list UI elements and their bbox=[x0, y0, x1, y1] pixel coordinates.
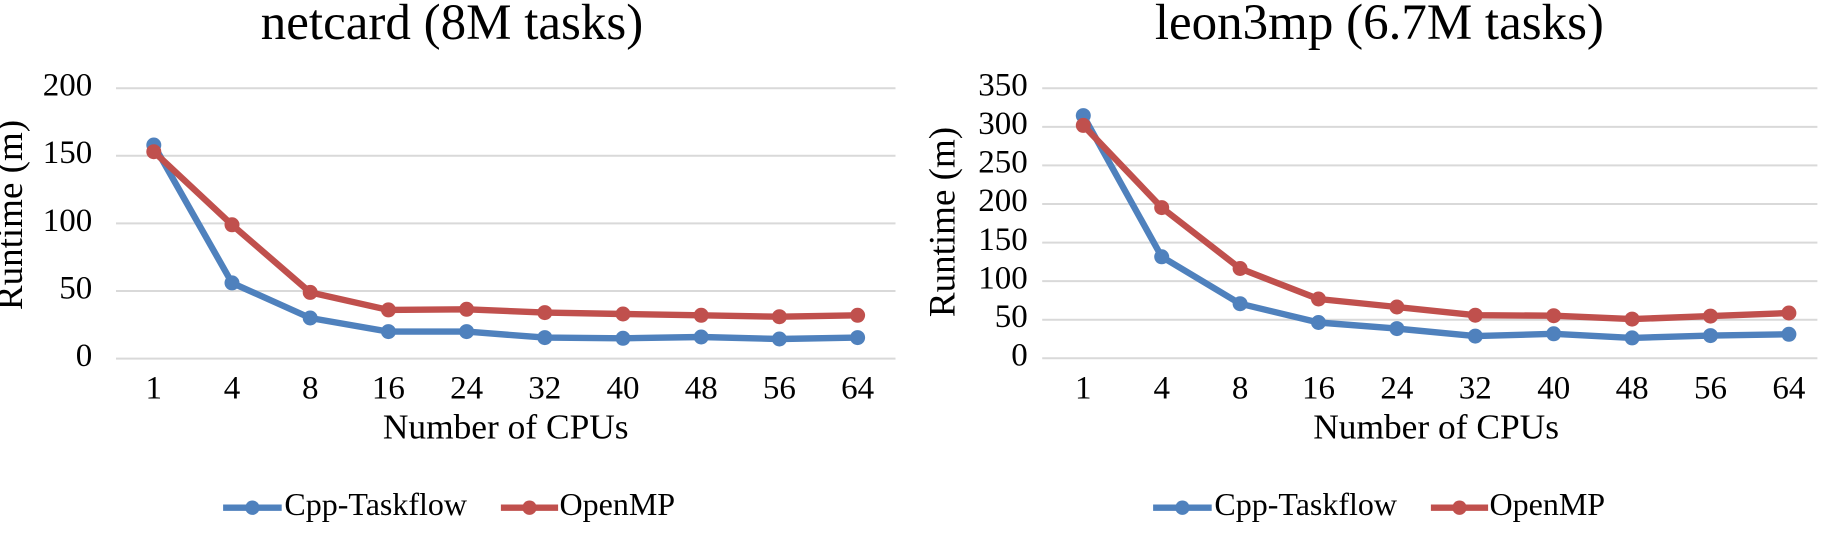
svg-text:32: 32 bbox=[528, 370, 561, 406]
svg-text:350: 350 bbox=[978, 68, 1028, 104]
svg-text:16: 16 bbox=[1302, 370, 1335, 406]
svg-text:Cpp-Taskflow: Cpp-Taskflow bbox=[1214, 486, 1397, 522]
svg-text:250: 250 bbox=[978, 145, 1028, 181]
svg-text:100: 100 bbox=[43, 203, 93, 239]
svg-text:48: 48 bbox=[685, 370, 718, 406]
svg-text:leon3mp (6.7M tasks): leon3mp (6.7M tasks) bbox=[1155, 0, 1604, 51]
svg-text:Runtime (m): Runtime (m) bbox=[0, 120, 31, 310]
svg-text:40: 40 bbox=[1537, 370, 1570, 406]
svg-text:0: 0 bbox=[76, 338, 93, 374]
svg-text:Number of CPUs: Number of CPUs bbox=[1313, 407, 1559, 447]
svg-text:8: 8 bbox=[302, 370, 319, 406]
svg-text:4: 4 bbox=[1153, 370, 1170, 406]
svg-text:56: 56 bbox=[763, 370, 796, 406]
svg-text:150: 150 bbox=[43, 135, 93, 171]
svg-text:Runtime (m): Runtime (m) bbox=[923, 127, 964, 317]
svg-text:40: 40 bbox=[607, 370, 640, 406]
svg-text:64: 64 bbox=[1772, 370, 1805, 406]
svg-text:200: 200 bbox=[43, 68, 93, 104]
svg-text:1: 1 bbox=[1075, 370, 1092, 406]
svg-text:OpenMP: OpenMP bbox=[560, 486, 676, 522]
svg-text:8: 8 bbox=[1232, 370, 1249, 406]
svg-text:0: 0 bbox=[1011, 338, 1028, 374]
svg-text:50: 50 bbox=[59, 270, 92, 306]
svg-text:200: 200 bbox=[978, 183, 1028, 219]
svg-text:300: 300 bbox=[978, 106, 1028, 142]
svg-text:Cpp-Taskflow: Cpp-Taskflow bbox=[284, 486, 467, 522]
svg-text:48: 48 bbox=[1616, 370, 1649, 406]
svg-text:netcard (8M tasks): netcard (8M tasks) bbox=[261, 0, 643, 51]
svg-text:24: 24 bbox=[450, 370, 483, 406]
svg-text:100: 100 bbox=[978, 260, 1028, 296]
svg-text:50: 50 bbox=[995, 299, 1028, 335]
svg-text:32: 32 bbox=[1459, 370, 1492, 406]
svg-text:OpenMP: OpenMP bbox=[1490, 486, 1606, 522]
svg-text:56: 56 bbox=[1694, 370, 1727, 406]
svg-text:24: 24 bbox=[1380, 370, 1413, 406]
svg-text:150: 150 bbox=[978, 222, 1028, 258]
svg-text:64: 64 bbox=[841, 370, 874, 406]
svg-text:4: 4 bbox=[224, 370, 241, 406]
svg-text:Number of CPUs: Number of CPUs bbox=[383, 407, 629, 447]
svg-text:1: 1 bbox=[146, 370, 163, 406]
svg-text:16: 16 bbox=[372, 370, 405, 406]
